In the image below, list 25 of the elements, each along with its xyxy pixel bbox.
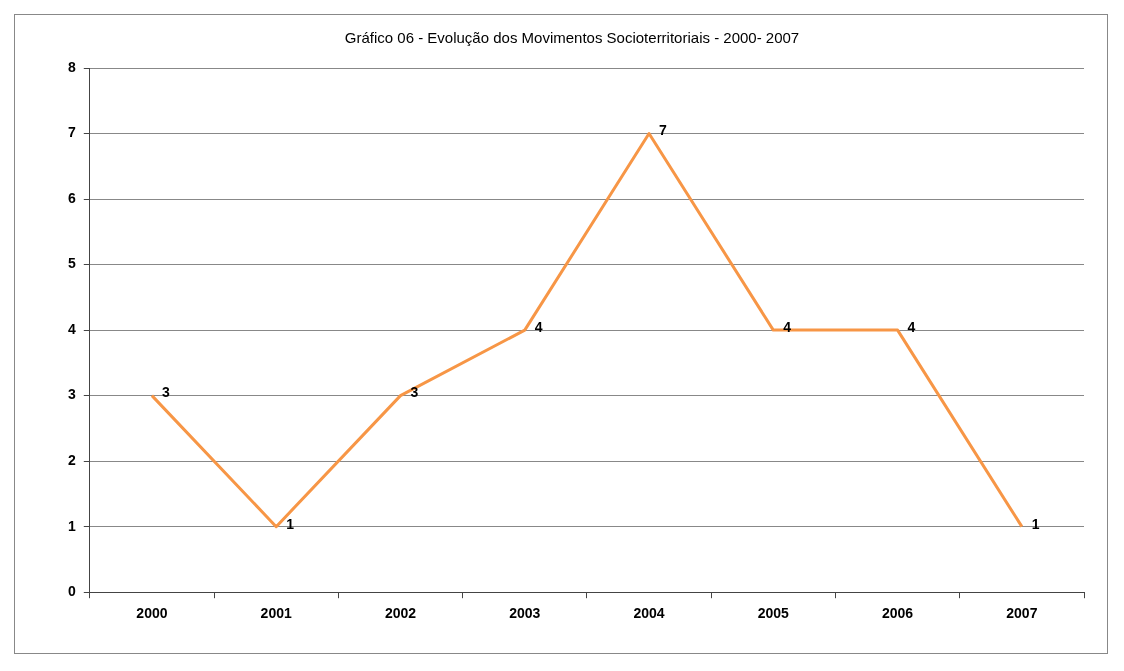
y-tick-label: 2	[67, 452, 76, 469]
data-label: 4	[907, 318, 916, 335]
x-tick-label: 2001	[260, 605, 292, 622]
data-label: 3	[410, 384, 419, 401]
y-tick-label: 5	[67, 255, 76, 272]
y-tick-label: 3	[67, 386, 76, 403]
chart-title: Gráfico 06 - Evolução dos Movimentos Socioterritoriais - 2000- 2007	[344, 29, 800, 47]
data-label: 1	[1031, 515, 1040, 532]
data-label: 7	[659, 122, 668, 139]
x-tick-label: 2007	[1006, 605, 1038, 622]
y-tick-label: 1	[67, 517, 76, 534]
y-tick-label: 4	[67, 320, 76, 337]
x-tick-label: 2002	[384, 605, 417, 622]
y-tick-label: 8	[67, 58, 76, 75]
x-tick-label: 2003	[509, 605, 541, 622]
x-tick-label: 2000	[136, 605, 168, 622]
data-label: 4	[534, 318, 543, 335]
data-label: 3	[161, 384, 170, 401]
x-tick-label: 2005	[757, 605, 790, 622]
data-label: 1	[286, 515, 295, 532]
x-tick-label: 2004	[633, 605, 665, 622]
x-tick-label: 2006	[882, 605, 914, 622]
y-tick-label: 7	[67, 124, 76, 141]
y-tick-label: 6	[67, 189, 76, 206]
y-tick-label: 0	[67, 583, 76, 600]
